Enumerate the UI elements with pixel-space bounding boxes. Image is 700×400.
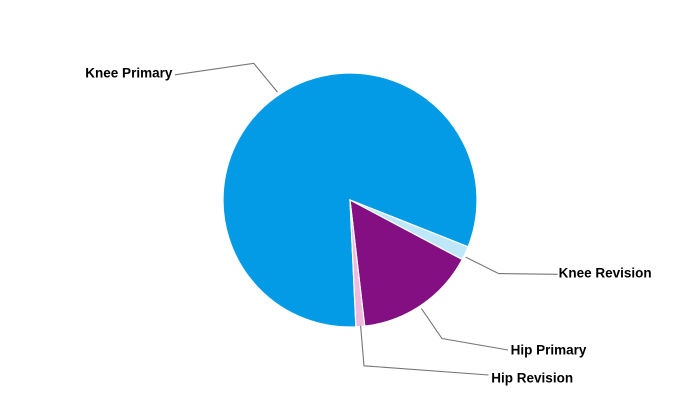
svg-text:Hip Primary: Hip Primary [511,343,587,358]
svg-text:Hip Revision: Hip Revision [491,371,573,386]
svg-text:Knee Primary: Knee Primary [85,65,173,80]
svg-text:Knee Revision: Knee Revision [559,265,652,280]
